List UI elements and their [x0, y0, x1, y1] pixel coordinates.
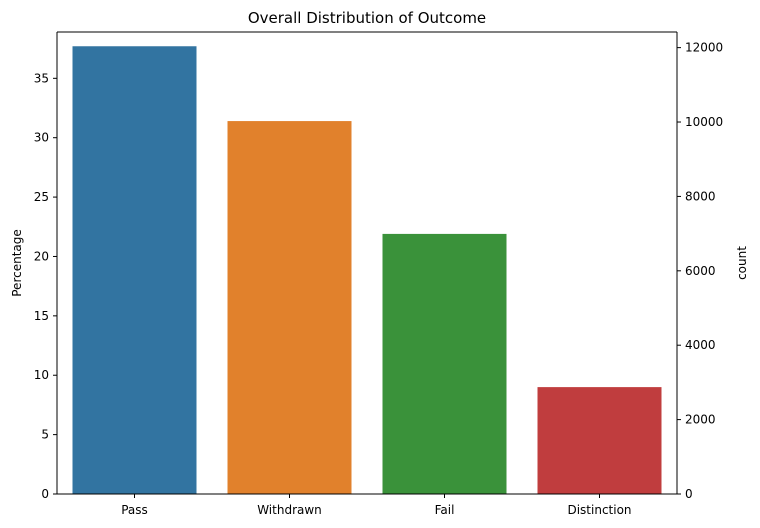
bar-pass [72, 46, 197, 495]
bar-distinction [537, 387, 662, 494]
bar-fail [382, 233, 507, 494]
y-tick-label: 35 [34, 71, 49, 85]
y-tick-label: 20 [34, 249, 49, 263]
y2-tick-label: 0 [685, 487, 693, 501]
y-tick-label: 10 [34, 368, 49, 382]
chart-title: Overall Distribution of Outcome [248, 9, 486, 27]
x-tick-label: Withdrawn [257, 503, 322, 517]
y2-tick-label: 4000 [685, 338, 716, 352]
bars [72, 46, 662, 495]
y2-tick-label: 6000 [685, 264, 716, 278]
y-tick-label: 15 [34, 309, 49, 323]
x-tick-label: Distinction [567, 503, 631, 517]
y2-axis-label: count [735, 246, 749, 280]
y2-tick-label: 8000 [685, 189, 716, 203]
bar-withdrawn [227, 121, 352, 494]
y2-tick-label: 12000 [685, 41, 723, 55]
x-tick-label: Fail [435, 503, 455, 517]
y-tick-label: 25 [34, 190, 49, 204]
y2-tick-label: 2000 [685, 413, 716, 427]
y-tick-label: 5 [41, 428, 49, 442]
y2-tick-label: 10000 [685, 115, 723, 129]
y-axis-label: Percentage [10, 229, 24, 297]
y-tick-label: 30 [34, 131, 49, 145]
x-tick-label: Pass [121, 503, 148, 517]
y-tick-label: 0 [41, 487, 49, 501]
axes: Pass Withdrawn Fail Distinction 0 5 10 15 20 25 30… [34, 31, 723, 517]
